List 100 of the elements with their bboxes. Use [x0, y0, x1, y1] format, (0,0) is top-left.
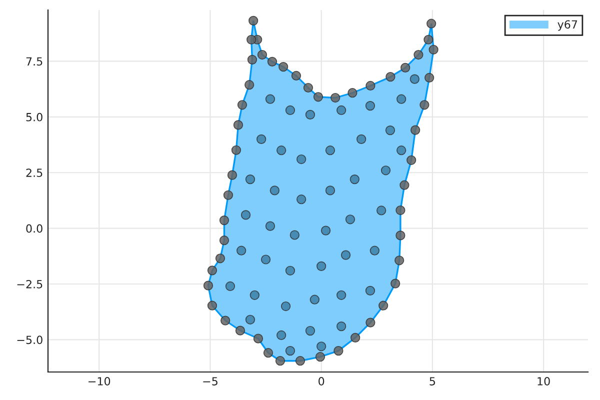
point: [365, 286, 376, 296]
point: [348, 88, 358, 98]
point: [396, 205, 406, 216]
point: [420, 100, 430, 110]
y-tick-label: −2.5: [17, 280, 42, 288]
point: [275, 356, 286, 366]
point: [285, 266, 296, 276]
point: [231, 145, 242, 155]
point: [295, 356, 306, 366]
point: [250, 290, 260, 300]
point: [426, 18, 436, 28]
point: [246, 34, 256, 44]
point: [378, 300, 388, 310]
point: [265, 94, 276, 104]
point: [396, 230, 406, 240]
point: [244, 80, 254, 90]
point: [424, 34, 434, 44]
y-tick-label: 5.0: [26, 112, 42, 122]
point: [410, 74, 420, 84]
point: [325, 146, 336, 156]
point: [396, 146, 406, 156]
point: [385, 125, 396, 136]
point: [400, 180, 410, 190]
y-tick-label: 0.0: [26, 224, 42, 233]
point: [305, 110, 316, 120]
point: [290, 230, 300, 240]
point: [310, 294, 320, 304]
point: [410, 125, 420, 135]
point: [233, 120, 244, 130]
point: [336, 322, 346, 332]
point: [424, 72, 434, 83]
point: [350, 332, 360, 343]
point: [215, 254, 226, 264]
point: [316, 342, 326, 352]
point: [256, 134, 266, 144]
point: [370, 246, 380, 256]
point: [396, 94, 406, 104]
point: [253, 334, 264, 344]
point: [313, 92, 324, 102]
point: [296, 154, 306, 164]
point: [366, 80, 376, 91]
point: [257, 50, 268, 60]
point: [267, 56, 278, 66]
y-tick-label: 7.5: [26, 57, 42, 66]
x-tick-label: −10: [88, 377, 110, 386]
y-tick-label: −5.0: [17, 336, 42, 344]
point: [285, 105, 296, 116]
legend-label: y67: [558, 20, 578, 31]
point: [240, 210, 251, 220]
point: [207, 300, 218, 310]
point: [340, 250, 351, 260]
point: [235, 326, 246, 336]
y-tick-label: 2.5: [26, 168, 42, 177]
point: [247, 54, 258, 64]
point: [350, 174, 360, 184]
point: [237, 100, 248, 110]
point: [400, 62, 410, 73]
point: [207, 266, 218, 276]
point: [330, 92, 340, 103]
point: [220, 316, 230, 326]
point: [366, 318, 376, 328]
point: [376, 206, 386, 216]
point: [365, 100, 376, 111]
point: [270, 186, 280, 196]
point: [296, 194, 306, 204]
point: [245, 314, 256, 324]
point: [223, 190, 234, 200]
x-tick-label: 0: [318, 377, 324, 386]
x-tick-label: 5: [430, 377, 436, 386]
point: [225, 281, 236, 292]
point: [285, 346, 296, 356]
point: [320, 226, 331, 236]
point: [260, 254, 271, 264]
point: [263, 348, 274, 358]
point: [336, 290, 346, 300]
point: [265, 221, 276, 231]
point: [248, 16, 258, 26]
point: [394, 256, 404, 266]
point: [315, 352, 326, 362]
point: [291, 70, 302, 81]
point: [386, 72, 396, 82]
point: [406, 155, 416, 165]
x-tick-label: −5: [203, 377, 218, 386]
point: [227, 170, 238, 180]
point: [336, 105, 346, 116]
point: [280, 301, 291, 312]
point: [245, 174, 256, 184]
point: [316, 261, 326, 271]
point: [345, 214, 356, 224]
point: [219, 215, 230, 226]
point: [278, 62, 288, 72]
point: [414, 50, 424, 60]
x-tick-label: 10: [538, 377, 550, 386]
point: [305, 326, 316, 336]
point: [428, 44, 438, 54]
point: [325, 186, 336, 196]
point: [334, 346, 344, 356]
point: [356, 134, 366, 144]
point: [219, 236, 230, 246]
point: [276, 146, 286, 156]
